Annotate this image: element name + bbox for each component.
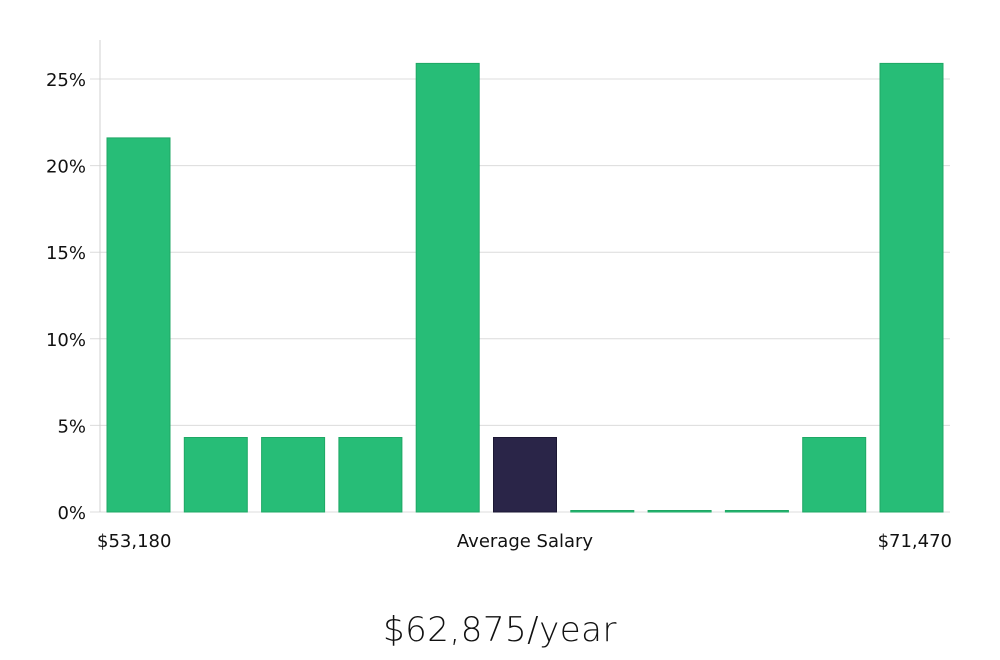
salary-histogram: 0%5%10%15%20%25% $53,180 Average Salary … <box>46 40 952 552</box>
y-tick-label: 5% <box>57 416 86 437</box>
y-axis-ticks: 0% 5% 10% 15% 20% 25% <box>46 70 86 524</box>
salary-headline: $62,875/year <box>383 610 617 650</box>
bar-4 <box>338 437 403 513</box>
x-max-label: $71,470 <box>878 531 952 552</box>
bar-8 <box>647 510 712 513</box>
y-tick-label: 0% <box>57 503 86 524</box>
bar-5 <box>415 62 480 513</box>
bar-average-salary <box>493 437 557 513</box>
bar-9 <box>724 510 789 513</box>
bar-1 <box>106 137 171 513</box>
bar-11 <box>879 62 944 513</box>
y-tick-label: 10% <box>46 330 86 351</box>
bar-7 <box>570 510 635 513</box>
bar-3 <box>261 437 326 513</box>
x-min-label: $53,180 <box>97 531 171 552</box>
y-tick-label: 20% <box>46 157 86 178</box>
y-tick-label: 15% <box>46 243 86 264</box>
y-tick-label: 25% <box>46 70 86 91</box>
x-axis-title: Average Salary <box>457 531 594 552</box>
bar-2 <box>183 437 248 513</box>
bar-10 <box>802 437 867 513</box>
bars <box>106 62 944 513</box>
